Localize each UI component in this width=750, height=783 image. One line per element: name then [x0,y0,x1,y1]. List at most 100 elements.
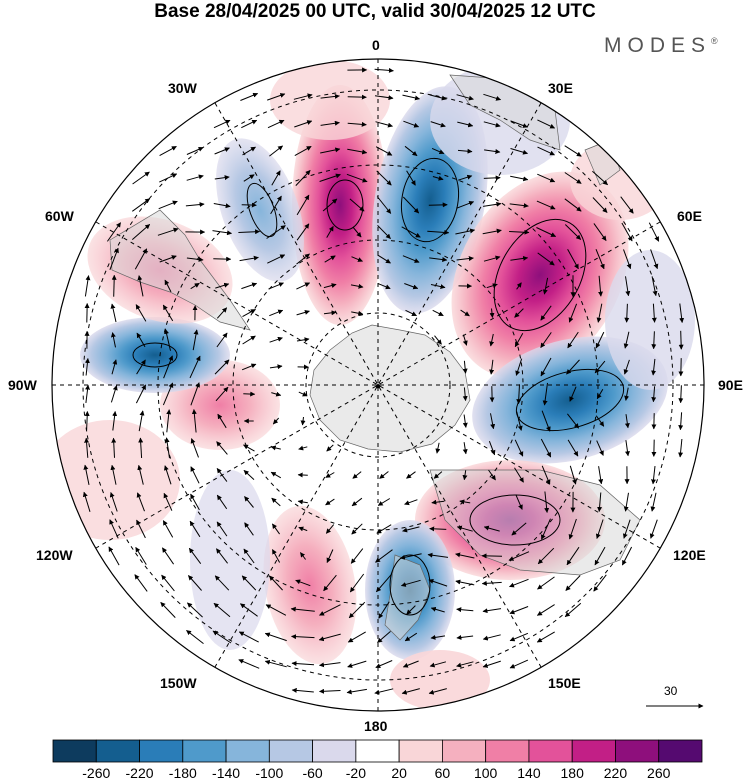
wind-vector [592,197,608,213]
wind-vector [352,471,362,479]
wind-vector [564,602,582,618]
wind-vector [377,254,391,264]
colorbar-label: 180 [560,765,584,781]
wind-vector [162,520,174,538]
wind-vector [352,226,362,238]
wind-vector [377,225,391,239]
wind-vector [462,387,468,402]
wind-vector [296,282,311,290]
wind-vector [431,499,445,505]
wind-vector [433,471,443,479]
wind-vector [190,382,200,406]
wind-vector [351,310,364,316]
wind-vector [136,492,145,512]
wind-vector [111,437,117,458]
wind-vector [244,522,254,536]
latitude-circle [305,312,451,458]
wind-vector [320,147,341,154]
wind-vector [216,548,228,564]
wind-vector [509,659,529,669]
wind-vector [267,119,285,129]
wind-vector [319,662,341,668]
wind-vector [323,310,337,316]
wind-vector [296,309,310,316]
positive-anomaly [263,505,357,665]
wind-vector [455,552,475,559]
wind-vector [110,303,117,323]
wind-vector [569,465,577,485]
wind-vector [243,548,255,564]
wind-vector [325,472,335,478]
wind-vector [482,660,501,668]
wind-vector [651,303,657,323]
wind-vector [678,330,684,350]
wind-vector [488,441,496,456]
wind-vector [242,335,256,345]
wind-vector [319,173,341,182]
wind-vector [379,471,389,479]
wind-vector [378,601,390,619]
wind-vector [404,499,418,506]
wind-vector [678,412,684,431]
wind-vector [567,439,579,457]
wind-vector [244,496,254,508]
wind-vector [185,202,205,208]
wind-vector [650,249,659,270]
wind-vector [486,283,498,289]
colorbar-label: 100 [473,765,498,781]
wind-vector [296,194,310,216]
wind-vector [621,222,633,242]
wind-vector [294,145,312,157]
wind-vector [291,661,315,667]
wind-vector [623,331,630,349]
wind-vector [347,631,366,643]
wind-vector [509,632,529,642]
wind-vector [159,255,177,263]
wind-vector [271,549,281,563]
wind-vector [319,688,341,694]
wind-vector [347,660,367,668]
wind-vector [109,492,118,512]
wind-vector [238,229,261,235]
lon-label-60e: 60E [677,208,702,224]
wind-vector [84,437,90,458]
wind-vector [351,497,363,507]
wind-vector [296,253,310,265]
wind-vector [162,382,174,406]
wind-vector [482,608,502,614]
wind-vector [402,94,420,101]
wind-vector [243,174,255,182]
landmasses [109,74,641,641]
wind-vector [594,546,606,566]
wind-vector [291,687,314,693]
wind-vector [271,497,281,507]
wind-vector [456,256,474,262]
wind-vector [651,386,657,403]
wind-vector [298,526,308,532]
wind-vector [109,247,119,270]
wind-vector [564,224,582,240]
wind-vector [542,277,549,295]
wind-vector [325,498,335,506]
wind-vector [406,605,416,615]
negative-anomaly [605,250,695,390]
wind-vector [648,222,660,242]
wind-vector [428,688,447,695]
lon-label-30w: 30W [168,80,197,96]
wind-vector [430,606,445,613]
wind-vector [160,602,176,618]
wind-vector [295,170,311,186]
wind-vector [483,93,502,101]
wind-vector [264,659,287,668]
wind-vector [272,417,280,425]
contour [326,179,364,231]
wind-vector [483,525,500,532]
wind-vector [651,358,657,376]
wind-vector [376,573,392,593]
colorbar-label: -100 [255,765,284,781]
contour [132,342,178,368]
wind-vector [351,523,363,535]
wind-vector [214,175,230,181]
wind-vector [595,249,605,270]
wind-vector [566,546,580,566]
